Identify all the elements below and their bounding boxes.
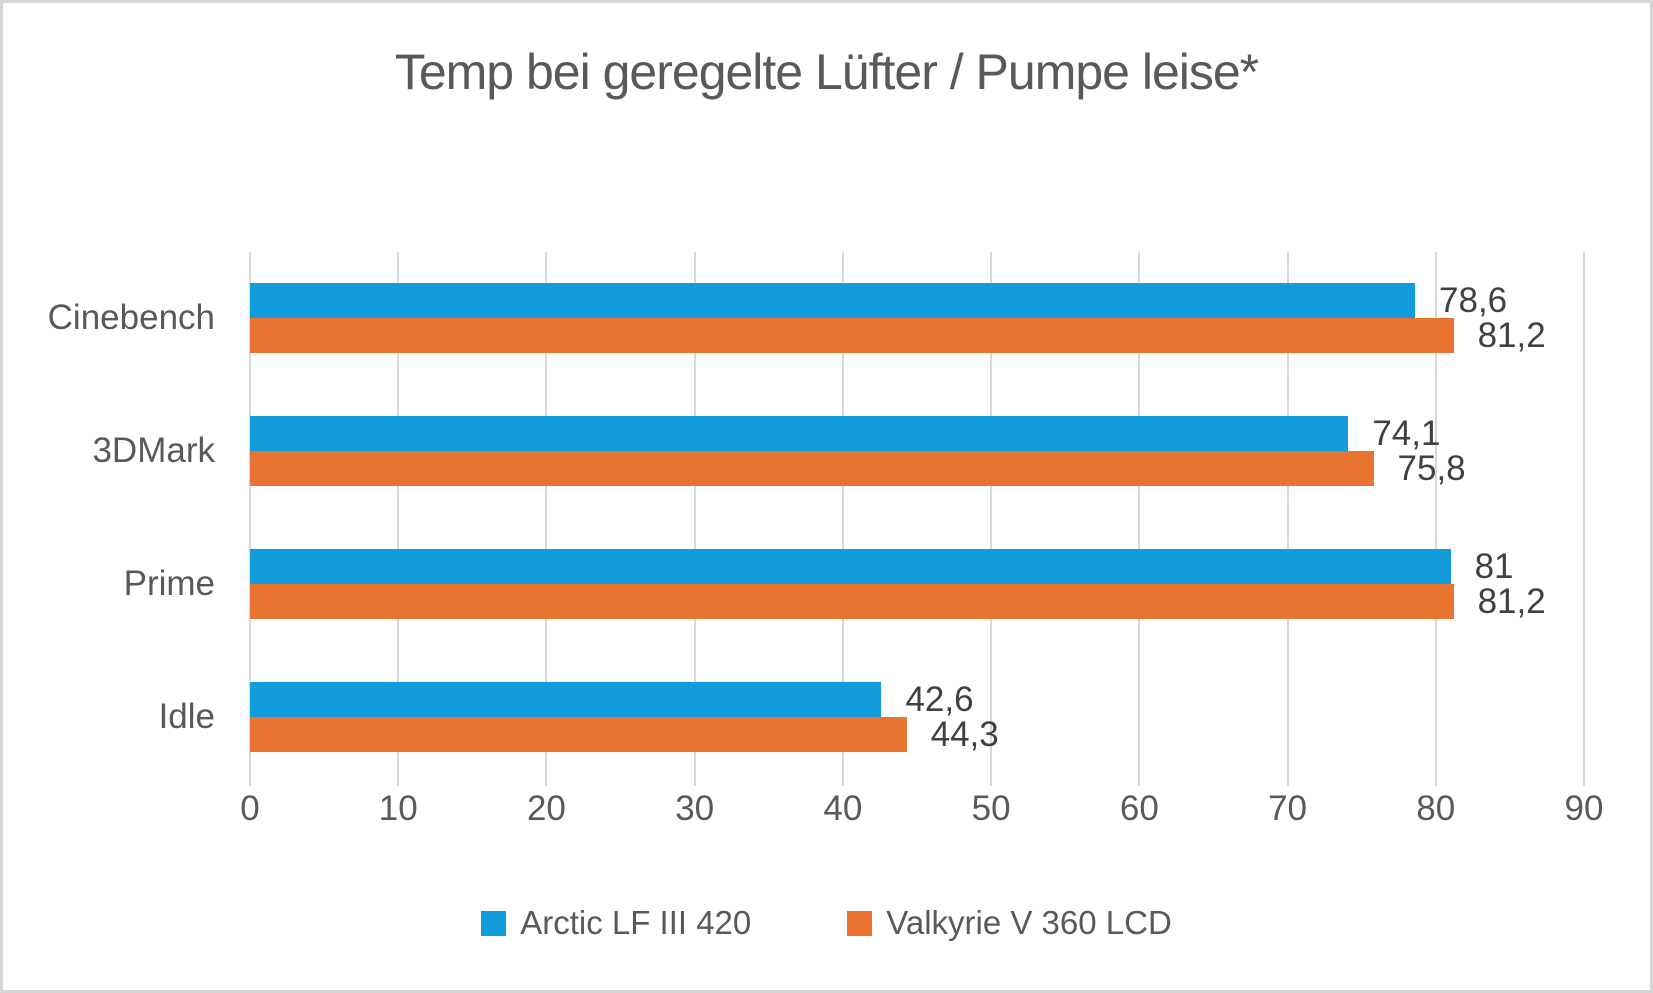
x-tick-label: 50 <box>971 789 1011 828</box>
value-label: 81,2 <box>1477 581 1546 621</box>
x-axis: 0 10 20 30 40 50 60 70 80 90 <box>240 789 1603 833</box>
gridline <box>397 252 400 786</box>
bar <box>250 583 1454 619</box>
chart-title: Temp bei geregelte Lüfter / Pumpe leise* <box>394 44 1259 100</box>
gridline <box>1286 252 1289 786</box>
x-tick-label: 90 <box>1564 789 1604 828</box>
legend-swatch <box>847 910 873 936</box>
bar-group: 74,1 75,8 <box>250 385 1584 518</box>
gridline <box>1583 252 1585 786</box>
plot-area: 78,6 81,2 74,1 75,8 81 81,2 42,6 44,3 <box>249 252 1585 786</box>
bar-row: 42,6 <box>250 679 1584 719</box>
bar-row: 74,1 <box>250 414 1584 454</box>
bar <box>250 716 907 752</box>
bars-layer: 78,6 81,2 74,1 75,8 81 81,2 42,6 44,3 <box>250 252 1584 783</box>
value-label: 75,8 <box>1397 449 1466 489</box>
legend-label: Valkyrie V 360 LCD <box>886 904 1172 941</box>
x-tick-label: 0 <box>240 789 260 828</box>
bar-group: 78,6 81,2 <box>250 252 1584 385</box>
bar-row: 81 <box>250 546 1584 586</box>
value-label: 74,1 <box>1372 414 1441 454</box>
legend-label: Arctic LF III 420 <box>520 904 752 941</box>
bar-row: 75,8 <box>250 449 1584 489</box>
category-axis: Cinebench 3DMark Prime Idle <box>3 252 215 783</box>
value-label: 81 <box>1474 546 1514 586</box>
gridline <box>990 252 993 786</box>
bar-group: 42,6 44,3 <box>250 650 1584 783</box>
x-tick-label: 30 <box>675 789 715 828</box>
legend-item: Arctic LF III 420 <box>481 904 751 942</box>
bar-row: 81,2 <box>250 581 1584 621</box>
gridline <box>249 252 251 786</box>
value-label: 78,6 <box>1439 281 1508 321</box>
bar-group: 81 81,2 <box>250 518 1584 651</box>
x-tick-label: 20 <box>526 789 566 828</box>
x-tick-label: 60 <box>1119 789 1159 828</box>
category-label: Idle <box>158 696 215 736</box>
gridline <box>693 252 696 786</box>
x-tick-label: 80 <box>1416 789 1456 828</box>
bar-row: 78,6 <box>250 281 1584 321</box>
bar-row: 81,2 <box>250 316 1584 356</box>
x-tick-label: 70 <box>1268 789 1308 828</box>
bar <box>250 283 1416 319</box>
gridline <box>1138 252 1141 786</box>
legend: Arctic LF III 420 Valkyrie V 360 LCD <box>3 904 1650 942</box>
gridline <box>841 252 844 786</box>
legend-swatch <box>481 910 507 936</box>
value-label: 44,3 <box>930 714 999 754</box>
bar-row: 44,3 <box>250 714 1584 754</box>
value-label: 81,2 <box>1477 316 1546 356</box>
x-tick-label: 40 <box>823 789 863 828</box>
legend-item: Valkyrie V 360 LCD <box>847 904 1172 942</box>
bar <box>250 681 882 717</box>
gridline <box>1434 252 1437 786</box>
x-tick-label: 10 <box>378 789 418 828</box>
value-label: 42,6 <box>905 679 974 719</box>
bar <box>250 451 1374 487</box>
bar <box>250 548 1451 584</box>
bar <box>250 416 1349 452</box>
category-label: Cinebench <box>47 298 215 338</box>
gridline <box>545 252 548 786</box>
category-label: 3DMark <box>92 431 215 471</box>
category-label: Prime <box>123 563 215 603</box>
bar <box>250 318 1454 354</box>
